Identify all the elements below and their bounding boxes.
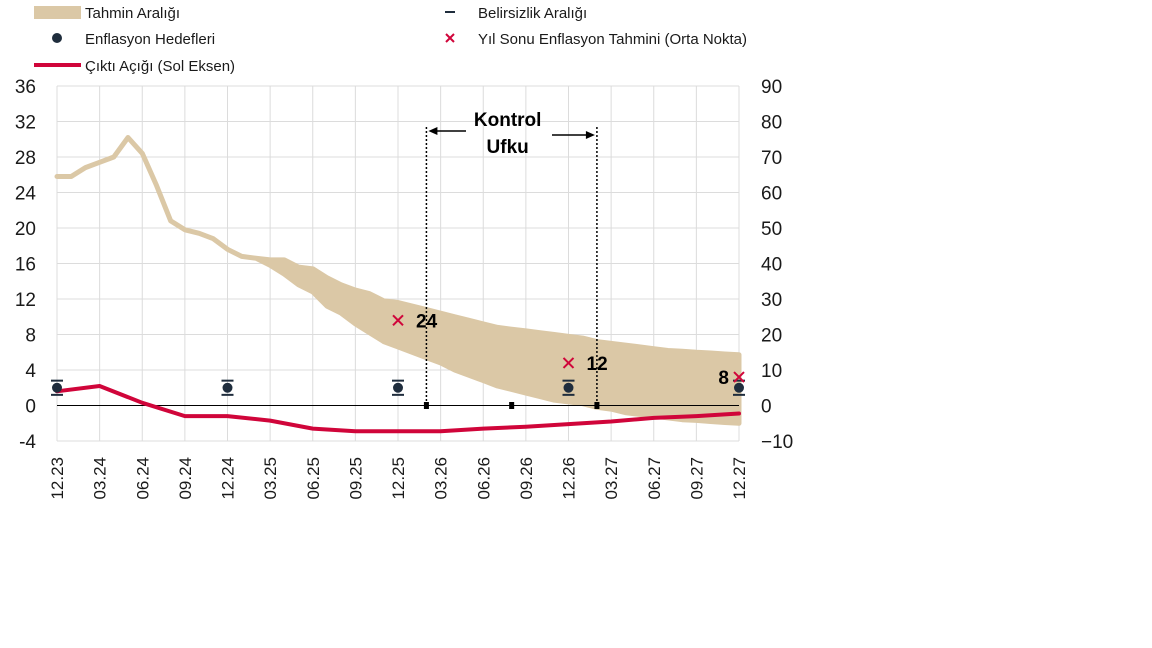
right-axis-tick-label: 90 (761, 77, 782, 98)
uncertainty-marker (509, 402, 515, 409)
control-horizon-label-line2: Ufku (487, 137, 529, 158)
control-horizon-arrowhead-right (585, 131, 595, 139)
x-axis-tick-label: 03.25 (261, 457, 280, 500)
legend-swatch-forecast-band (34, 6, 81, 19)
x-axis-tick-label: 09.26 (517, 457, 536, 500)
right-axis-tick-label: 0 (761, 397, 772, 418)
x-axis-tick-label: 03.26 (432, 457, 451, 500)
left-axis-tick-label: 12 (15, 290, 36, 311)
control-horizon-label-line1: Kontrol (474, 110, 542, 131)
right-axis-tick-label: 20 (761, 326, 782, 347)
left-axis-tick-label: 32 (15, 113, 36, 134)
control-horizon-arrowhead-left (428, 127, 438, 135)
legend-label-target: Enflasyon Hedefleri (85, 31, 215, 48)
legend-label-unc: Belirsizlik Aralığı (478, 5, 587, 22)
forecast-value-label: 24 (416, 311, 438, 332)
x-axis-tick-label: 12.25 (389, 457, 408, 500)
axes-group: -404812162024283236−10010203040506070809… (15, 77, 793, 500)
legend-label-band: Tahmin Aralığı (85, 5, 180, 22)
left-axis-tick-label: 28 (15, 148, 36, 169)
x-axis-tick-label: 06.25 (304, 457, 323, 500)
legend-swatch-forecast (445, 33, 455, 43)
x-axis-tick-label: 06.26 (474, 457, 493, 500)
x-axis-tick-label: 12.24 (219, 457, 238, 500)
right-axis-tick-label: 70 (761, 148, 782, 169)
output-gap-line (55, 384, 741, 434)
right-axis-tick-label: 40 (761, 255, 782, 276)
forecast-value-label: 8 (718, 368, 729, 389)
inflation-target-point (734, 382, 744, 393)
output-gap-group (55, 384, 741, 434)
legend-swatch-target (52, 33, 62, 43)
legend-label-forecast: Yıl Sonu Enflasyon Tahmini (Orta Nokta) (478, 31, 747, 48)
left-axis-tick-label: 8 (25, 326, 36, 347)
inflation-target-point (222, 382, 233, 393)
right-axis-tick-label: 80 (761, 113, 782, 134)
left-axis-tick-label: 36 (15, 77, 36, 98)
left-axis-tick-label: 0 (25, 397, 36, 418)
x-axis-tick-label: 09.24 (176, 457, 195, 500)
x-axis-tick-label: 09.25 (346, 457, 365, 500)
right-axis-tick-label: −10 (761, 432, 793, 453)
x-axis-tick-label: 03.27 (602, 457, 621, 500)
inflation-target-point (52, 382, 62, 393)
year-end-forecast-marker (392, 314, 404, 327)
inflation-target-point (563, 382, 574, 393)
right-axis-tick-label: 60 (761, 184, 782, 205)
inflation-target-point (393, 382, 403, 393)
uncertainty-marker (423, 402, 429, 409)
right-axis-tick-label: 50 (761, 219, 782, 240)
x-axis-tick-label: 03.24 (91, 457, 110, 500)
year-end-forecast-marker (562, 357, 575, 369)
left-axis-tick-label: 16 (15, 255, 36, 276)
left-axis-tick-label: 4 (25, 361, 36, 382)
x-axis-tick-label: 12.26 (560, 457, 579, 500)
control-horizon-group: Kontrol Ufku (425, 110, 598, 406)
x-axis-tick-label: 12.27 (730, 457, 749, 500)
x-axis-tick-label: 12.23 (48, 457, 67, 500)
legend-label-gap: Çıktı Açığı (Sol Eksen) (85, 58, 235, 75)
right-axis-tick-label: 10 (761, 361, 782, 382)
right-axis-tick-label: 30 (761, 290, 782, 311)
left-axis-tick-label: 24 (15, 184, 37, 205)
year-end-forecast-marker (733, 371, 745, 383)
x-axis-tick-label: 06.24 (133, 457, 152, 500)
legend: Tahmin Aralığı Belirsizlik Aralığı Enflasy… (34, 5, 747, 75)
uncertainty-marker (594, 402, 600, 409)
left-axis-tick-label: -4 (19, 432, 36, 453)
x-axis-tick-label: 09.27 (687, 457, 706, 500)
left-axis-tick-label: 20 (15, 219, 36, 240)
x-axis-tick-label: 06.27 (645, 457, 664, 500)
